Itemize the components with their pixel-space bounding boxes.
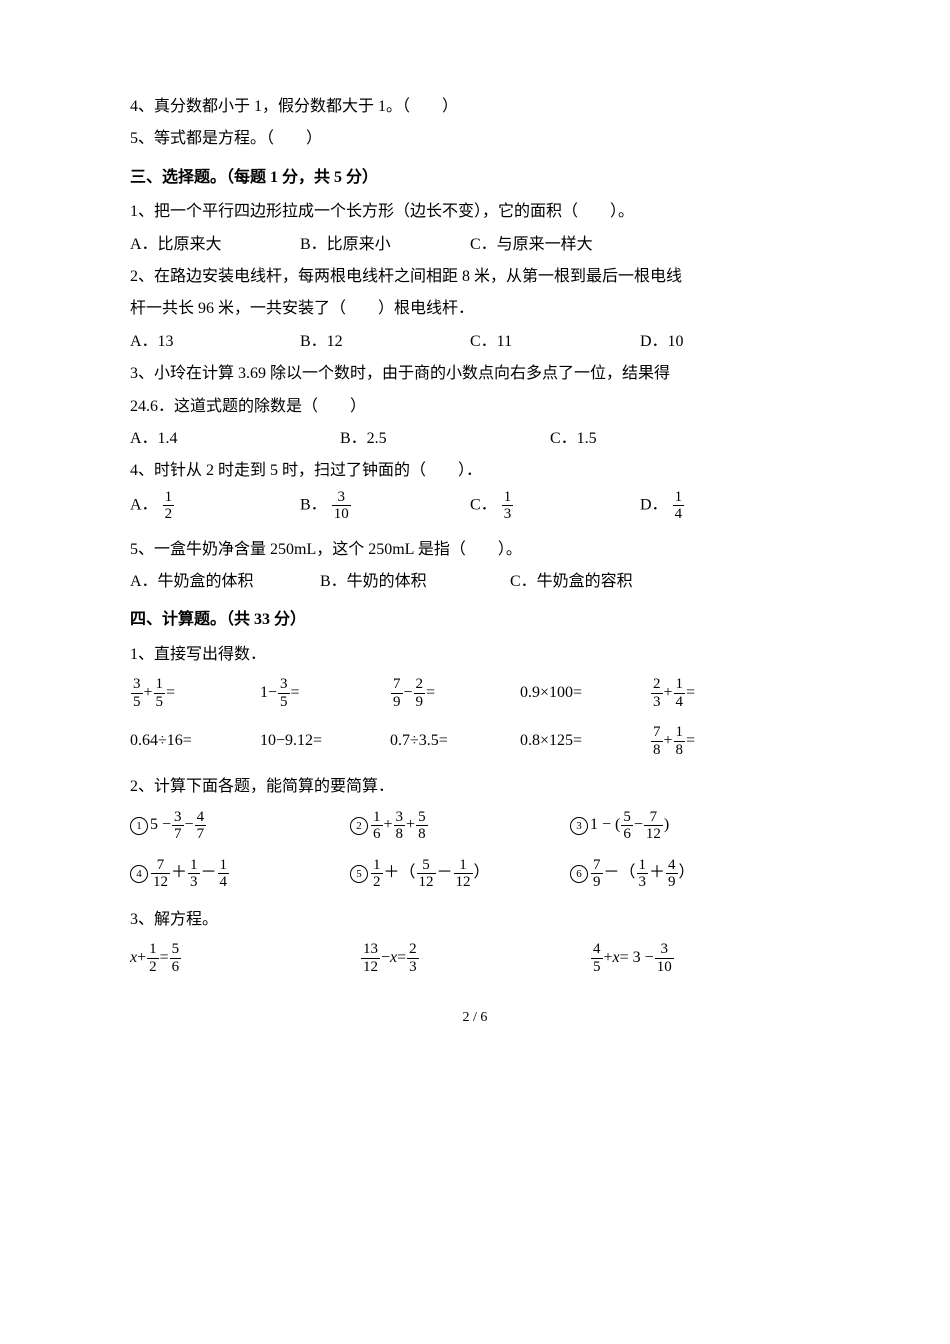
s3-q3-stem1: 3、小玲在计算 3.69 除以一个数时，由于商的小数点向右多点了一位，结果得	[130, 359, 820, 389]
eq-a: x + 12 = 56	[130, 941, 360, 975]
fraction: 13	[502, 489, 514, 523]
calc-2d: 0.8×125=	[520, 726, 650, 756]
s3-q4-D-label: D．	[640, 496, 668, 513]
p2-row-1: 1 5 − 37 − 47 2 16 + 38 + 58 3 1 − ( 56 …	[130, 809, 820, 843]
s3-q2-stem2: 杆一共长 96 米，一共安装了（ ）根电线杆．	[130, 294, 820, 324]
s3-q4-C: C． 13	[470, 489, 640, 523]
s3-q2-B: B．12	[300, 327, 470, 357]
s3-q1-A: A．比原来大	[130, 230, 300, 260]
s3-q2-options: A．13 B．12 C．11 D．10	[130, 327, 820, 357]
s3-q4-stem: 4、时针从 2 时走到 5 时，扫过了钟面的（ ）．	[130, 456, 820, 486]
s3-q5-C: C．牛奶盒的容积	[510, 567, 680, 597]
fraction: 12	[163, 489, 175, 523]
judge-q5: 5、等式都是方程。（ ）	[130, 124, 820, 154]
s3-q2-C: C．11	[470, 327, 640, 357]
calc-row-1: 35 + 15 = 1− 35 = 79 − 29 = 0.9×100= 23 …	[130, 676, 820, 710]
s3-q2-A: A．13	[130, 327, 300, 357]
s4-p1-title: 1、直接写出得数．	[130, 640, 820, 670]
s3-q5-options: A．牛奶盒的体积 B．牛奶的体积 C．牛奶盒的容积	[130, 567, 820, 597]
s3-q4-B-label: B．	[300, 496, 327, 513]
s3-q1-C: C．与原来一样大	[470, 230, 640, 260]
calc-1e: 23 + 14 =	[650, 676, 780, 710]
circ-1-icon: 1	[130, 817, 148, 835]
section4-title: 四、计算题。（共 33 分）	[130, 605, 820, 635]
p2-row-2: 4 712 ＋ 13 － 14 5 12 ＋（ 512 － 112 ） 6 79…	[130, 857, 820, 891]
p2-3: 3 1 − ( 56 − 712 )	[570, 809, 790, 843]
calc-1c: 79 − 29 =	[390, 676, 520, 710]
s3-q5-B: B．牛奶的体积	[320, 567, 510, 597]
circ-6-icon: 6	[570, 865, 588, 883]
s3-q2-D: D．10	[640, 327, 810, 357]
s3-q5-A: A．牛奶盒的体积	[130, 567, 320, 597]
calc-row-2: 0.64÷16= 10−9.12= 0.7÷3.5= 0.8×125= 78 +…	[130, 724, 820, 758]
s3-q4-A-label: A．	[130, 496, 158, 513]
s3-q5-stem: 5、一盒牛奶净含量 250mL，这个 250mL 是指（ ）。	[130, 535, 820, 565]
s3-q4-A: A． 12	[130, 489, 300, 523]
p2-2: 2 16 + 38 + 58	[350, 809, 570, 843]
circ-3-icon: 3	[570, 817, 588, 835]
eq-c: 45 + x = 3 − 310	[590, 941, 820, 975]
s4-p2-title: 2、计算下面各题，能简算的要简算．	[130, 772, 820, 802]
calc-2e: 78 + 18 =	[650, 724, 780, 758]
s3-q4-C-label: C．	[470, 496, 497, 513]
calc-1d: 0.9×100=	[520, 678, 650, 708]
s3-q3-options: A．1.4 B．2.5 C．1.5	[130, 424, 820, 454]
s4-p3-title: 3、解方程。	[130, 905, 820, 935]
calc-2b: 10−9.12=	[260, 726, 390, 756]
s3-q3-A: A．1.4	[130, 424, 340, 454]
s3-q3-B: B．2.5	[340, 424, 550, 454]
s3-q4-D: D． 14	[640, 489, 810, 523]
p2-1: 1 5 − 37 − 47	[130, 809, 350, 843]
calc-1b: 1− 35 =	[260, 676, 390, 710]
circ-5-icon: 5	[350, 865, 368, 883]
section3-title: 三、选择题。（每题 1 分，共 5 分）	[130, 163, 820, 193]
p2-6: 6 79 －（ 13 ＋ 49 ）	[570, 857, 790, 891]
fraction: 14	[673, 489, 685, 523]
p2-4: 4 712 ＋ 13 － 14	[130, 857, 350, 891]
s3-q3-C: C．1.5	[550, 424, 720, 454]
s3-q4-options: A． 12 B． 310 C． 13 D． 14	[130, 489, 820, 523]
p2-5: 5 12 ＋（ 512 － 112 ）	[350, 857, 570, 891]
calc-1a: 35 + 15 =	[130, 676, 260, 710]
fraction: 310	[332, 489, 351, 523]
equation-row: x + 12 = 56 1312 − x = 23 45 + x = 3 − 3…	[130, 941, 820, 975]
s3-q2-stem1: 2、在路边安装电线杆，每两根电线杆之间相距 8 米，从第一根到最后一根电线	[130, 262, 820, 292]
circ-4-icon: 4	[130, 865, 148, 883]
s3-q1-B: B．比原来小	[300, 230, 470, 260]
calc-2a: 0.64÷16=	[130, 726, 260, 756]
s3-q1-stem: 1、把一个平行四边形拉成一个长方形（边长不变），它的面积（ ）。	[130, 197, 820, 227]
s3-q4-B: B． 310	[300, 489, 470, 523]
s3-q1-options: A．比原来大 B．比原来小 C．与原来一样大	[130, 230, 820, 260]
s3-q3-stem2: 24.6．这道式题的除数是（ ）	[130, 392, 820, 422]
calc-2c: 0.7÷3.5=	[390, 726, 520, 756]
eq-b: 1312 − x = 23	[360, 941, 590, 975]
judge-q4: 4、真分数都小于 1，假分数都大于 1。（ ）	[130, 92, 820, 122]
circ-2-icon: 2	[350, 817, 368, 835]
page-number: 2 / 6	[130, 1005, 820, 1032]
